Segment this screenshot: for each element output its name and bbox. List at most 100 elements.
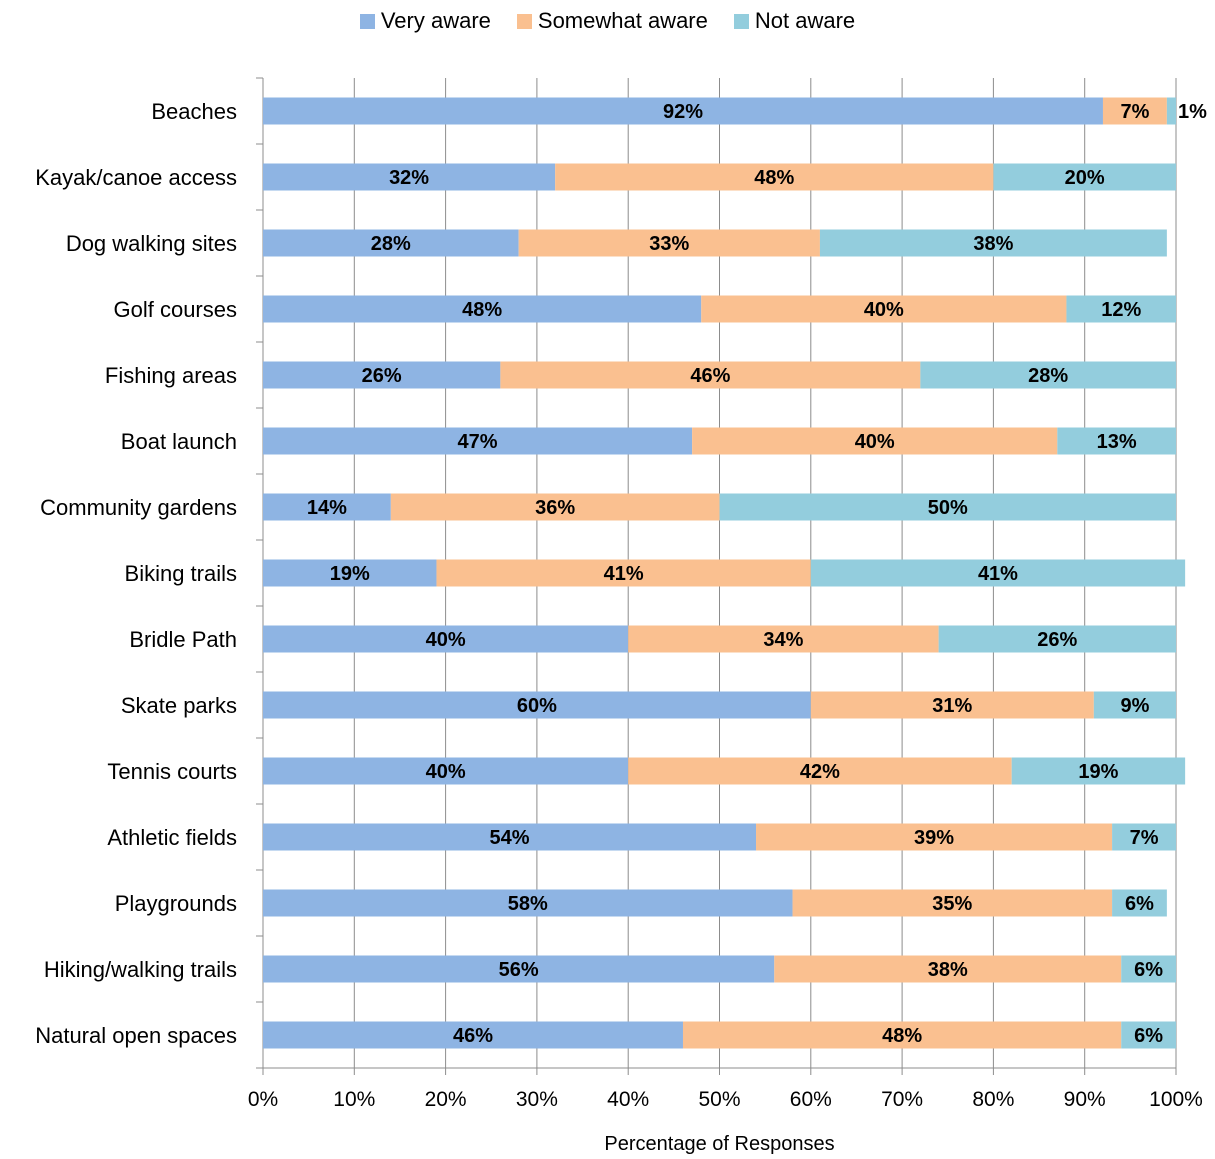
x-tick-label: 60%	[790, 1088, 832, 1111]
data-label: 92%	[663, 101, 703, 123]
data-label: 46%	[453, 1025, 493, 1047]
bar-segment	[792, 889, 1113, 917]
legend-swatch	[359, 13, 375, 29]
bar-segment	[263, 691, 811, 719]
bar-segment	[628, 625, 939, 653]
data-label: 42%	[800, 761, 840, 783]
bar-segment	[1093, 691, 1176, 719]
bar-segment	[518, 229, 820, 257]
bar-segment	[263, 427, 693, 455]
data-label: 19%	[330, 563, 370, 585]
bar-segment	[500, 361, 921, 389]
data-label: 40%	[864, 299, 904, 321]
bar-segment	[810, 691, 1094, 719]
x-tick-label: 80%	[972, 1088, 1014, 1111]
bar-segment	[263, 823, 757, 851]
data-label: 36%	[535, 497, 575, 519]
x-tick-label: 50%	[698, 1088, 740, 1111]
bar-segment	[263, 361, 501, 389]
data-label: 6%	[1134, 1025, 1163, 1047]
category-label: Tennis courts	[107, 759, 237, 784]
x-tick-label: 70%	[881, 1088, 923, 1111]
bar-segment	[993, 163, 1176, 191]
bar-segment	[263, 625, 629, 653]
x-tick-label: 40%	[607, 1088, 649, 1111]
category-label: Biking trails	[125, 561, 237, 586]
bar-segment	[628, 757, 1012, 785]
data-label: 54%	[489, 827, 529, 849]
data-label: 32%	[389, 167, 429, 189]
legend-label: Very aware	[380, 8, 491, 33]
data-label: 34%	[763, 629, 803, 651]
bar-segment	[756, 823, 1113, 851]
bar-segment	[1011, 757, 1186, 785]
category-label: Hiking/walking trails	[44, 957, 237, 982]
data-label: 48%	[462, 299, 502, 321]
bar-segment	[263, 559, 437, 587]
bar-segment	[436, 559, 811, 587]
legend-swatch	[516, 13, 532, 29]
data-label: 26%	[362, 365, 402, 387]
data-label: 12%	[1101, 299, 1141, 321]
bar-segment	[1102, 97, 1167, 125]
data-label: 33%	[649, 233, 689, 255]
data-label: 40%	[426, 761, 466, 783]
bar-segment	[719, 493, 1176, 521]
bar-segment	[692, 427, 1058, 455]
bar-segment	[263, 295, 702, 323]
bar-segment	[263, 163, 556, 191]
legend-swatch	[733, 13, 749, 29]
bar-segment	[1066, 295, 1176, 323]
data-label: 6%	[1125, 893, 1154, 915]
data-label: 41%	[978, 563, 1018, 585]
bar-segment	[263, 1021, 683, 1049]
bar-segment	[390, 493, 720, 521]
legend-item: Not aware	[733, 8, 856, 34]
data-label: 40%	[855, 431, 895, 453]
bar-segment	[263, 955, 775, 983]
category-label: Bridle Path	[129, 627, 237, 652]
x-tick-label: 0%	[248, 1088, 278, 1111]
bar-segment	[774, 955, 1122, 983]
bar-segment	[819, 229, 1167, 257]
bar-segment	[1112, 823, 1176, 851]
data-label: 40%	[426, 629, 466, 651]
x-tick-label: 10%	[333, 1088, 375, 1111]
data-label: 48%	[754, 167, 794, 189]
bar-segment	[682, 1021, 1122, 1049]
legend-item: Somewhat aware	[516, 8, 708, 34]
category-label: Skate parks	[121, 693, 237, 718]
data-label: 28%	[1028, 365, 1068, 387]
data-label: 47%	[458, 431, 498, 453]
category-label: Beaches	[151, 99, 237, 124]
data-label: 60%	[517, 695, 557, 717]
category-label: Playgrounds	[115, 891, 237, 916]
category-label: Athletic fields	[107, 825, 237, 850]
bar-segment	[263, 493, 391, 521]
data-label: 13%	[1097, 431, 1137, 453]
data-label: 20%	[1065, 167, 1105, 189]
data-label: 50%	[928, 497, 968, 519]
category-label: Kayak/canoe access	[35, 165, 237, 190]
legend-label: Somewhat aware	[537, 8, 708, 33]
data-label: 58%	[508, 893, 548, 915]
bar-segment	[810, 559, 1186, 587]
bar-segment	[1057, 427, 1176, 455]
legend-item: Very aware	[359, 8, 491, 34]
data-label: 6%	[1134, 959, 1163, 981]
data-label: 26%	[1037, 629, 1077, 651]
legend-label: Not aware	[754, 8, 856, 33]
x-tick-label: 20%	[425, 1088, 467, 1111]
data-label: 7%	[1120, 101, 1149, 123]
x-axis-title: Percentage of Responses	[604, 1133, 834, 1155]
data-label: 14%	[307, 497, 347, 519]
category-label: Boat launch	[121, 429, 237, 454]
x-tick-label: 100%	[1149, 1088, 1203, 1111]
data-label: 46%	[690, 365, 730, 387]
data-label: 1%	[1178, 101, 1207, 123]
legend: Very aware Somewhat aware Not aware	[0, 8, 1215, 34]
bar-segment	[555, 163, 994, 191]
category-label: Fishing areas	[105, 363, 237, 388]
data-label: 19%	[1078, 761, 1118, 783]
